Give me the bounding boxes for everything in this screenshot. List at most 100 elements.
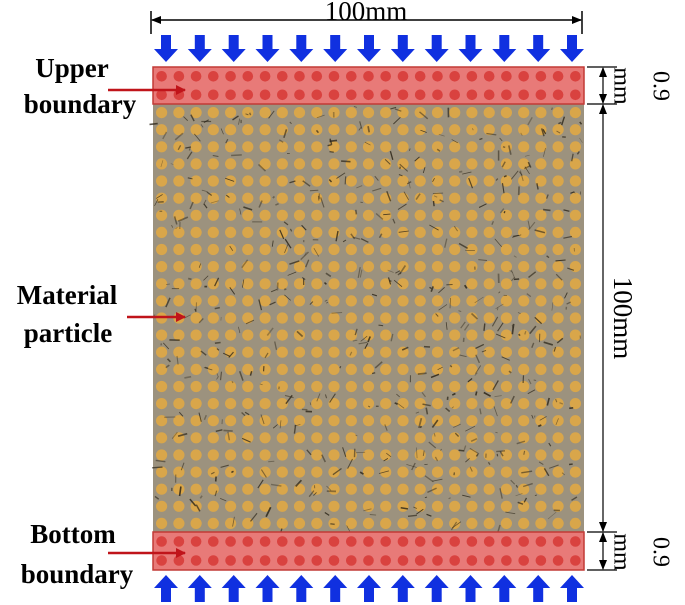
material-particle (397, 432, 409, 444)
up-arrow-icon (424, 575, 449, 602)
crack-segment (397, 272, 402, 276)
material-particle (569, 398, 582, 410)
material-particle (431, 158, 444, 170)
down-arrow-icon (154, 35, 178, 62)
material-particle (431, 312, 444, 324)
boundary-particle (156, 89, 167, 101)
material-particle (569, 483, 582, 495)
crack-segment (501, 183, 505, 194)
boundary-particle (277, 555, 288, 566)
crack-segment (517, 501, 524, 505)
material-particle (500, 226, 512, 238)
material-particle (345, 398, 357, 410)
crack-segment (431, 419, 439, 428)
crack-segment (498, 291, 501, 294)
material-particle (397, 449, 409, 461)
crack-segment (432, 177, 435, 183)
material-particle (293, 500, 306, 512)
bottom-boundary-particles (156, 536, 581, 566)
material-particle (518, 380, 530, 393)
crack-segment (416, 447, 418, 459)
material-particle (276, 192, 288, 204)
material-particle (431, 380, 444, 393)
crack-segment (184, 375, 192, 379)
material-particle (449, 295, 461, 307)
boundary-particle (277, 536, 288, 547)
material-particle (535, 261, 547, 273)
crack-segment (459, 354, 467, 358)
material-particle (276, 107, 288, 119)
crack-segment (371, 372, 376, 375)
material-particle (552, 517, 564, 530)
material-particle (466, 295, 478, 307)
crack-segment (375, 212, 384, 220)
crack-segment (408, 180, 411, 189)
material-particle (207, 278, 219, 290)
crack-segment (395, 270, 401, 274)
crack-segment (304, 251, 307, 256)
crack-segment (350, 233, 356, 240)
crack-segment (510, 479, 516, 485)
material-particle (207, 483, 219, 495)
crack-segment (272, 424, 278, 429)
material-particle (483, 329, 495, 341)
crack-segment (419, 111, 429, 120)
material-particle (207, 209, 219, 221)
material-particle (552, 363, 564, 375)
crack-segment (378, 324, 384, 327)
crack-segment (257, 479, 264, 489)
crack-segment (491, 220, 494, 226)
material-particle (207, 312, 219, 324)
crack-segment (524, 331, 527, 335)
material-particle (431, 483, 444, 495)
crack-segment (166, 358, 171, 363)
material-particle (552, 312, 564, 324)
crack-segment (152, 466, 163, 469)
material-particle (345, 209, 357, 221)
material-particle (293, 243, 306, 256)
material-particle (431, 295, 444, 307)
crack-segment (274, 341, 278, 350)
material-particle (225, 295, 237, 307)
crack-segment (471, 128, 474, 131)
crack-segment (425, 407, 429, 415)
upper-thickness-value: 0.9 (647, 71, 673, 101)
material-particle (569, 415, 582, 427)
crack-segment (531, 342, 535, 348)
material-particle (345, 329, 357, 341)
crack-segment (283, 129, 288, 139)
material-particle (156, 209, 168, 221)
height-dimension-label: 100mm (608, 277, 638, 360)
boundary-particle (466, 536, 478, 547)
material-particle (328, 415, 340, 427)
boundary-particle (156, 536, 167, 547)
material-particle (449, 500, 461, 512)
boundary-particle (190, 555, 202, 566)
crack-segment (154, 199, 159, 207)
material-particle (569, 261, 582, 273)
crack-segment (369, 514, 377, 516)
material-particle (449, 398, 461, 410)
material-particle (207, 295, 219, 307)
material-particle (276, 295, 288, 307)
bottom-thickness-value: 0.9 (647, 537, 673, 567)
material-particle (328, 192, 340, 204)
crack-segment (406, 464, 417, 468)
material-particle (345, 226, 357, 238)
material-particle (311, 329, 323, 341)
crack-segment (183, 116, 189, 122)
crack-segment (549, 464, 559, 469)
crack-segment (400, 507, 409, 510)
boundary-particle (328, 89, 340, 101)
crack-segment (499, 488, 503, 499)
material-particle (190, 261, 202, 273)
boundary-particle (363, 89, 374, 101)
crack-segment (302, 277, 306, 280)
material-particle (362, 483, 375, 495)
crack-segment (451, 139, 459, 144)
crack-segment (555, 398, 558, 403)
crack-segment (430, 286, 434, 292)
material-particle (483, 483, 495, 495)
crack-segment (214, 341, 221, 344)
boundary-particle (414, 555, 426, 566)
